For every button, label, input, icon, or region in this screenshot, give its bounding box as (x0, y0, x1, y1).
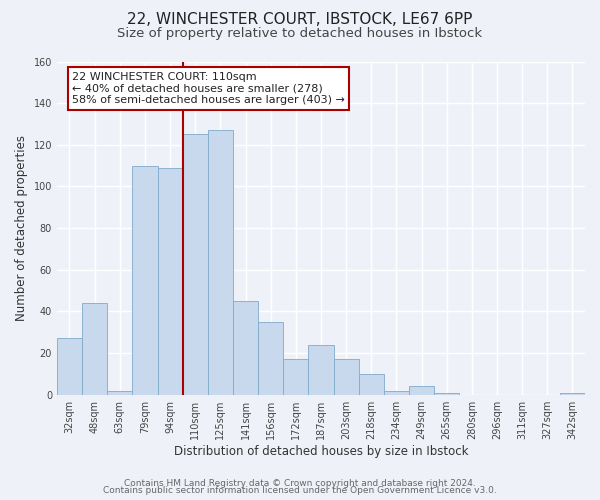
Text: 22 WINCHESTER COURT: 110sqm
← 40% of detached houses are smaller (278)
58% of se: 22 WINCHESTER COURT: 110sqm ← 40% of det… (72, 72, 345, 105)
Bar (384, 390, 409, 394)
Bar (434, 392, 459, 394)
Bar (208, 130, 233, 394)
Bar (334, 360, 359, 394)
Bar (409, 386, 434, 394)
Text: 22, WINCHESTER COURT, IBSTOCK, LE67 6PP: 22, WINCHESTER COURT, IBSTOCK, LE67 6PP (127, 12, 473, 28)
Bar (107, 390, 133, 394)
Bar (133, 166, 158, 394)
Text: Contains HM Land Registry data © Crown copyright and database right 2024.: Contains HM Land Registry data © Crown c… (124, 478, 476, 488)
Bar (283, 360, 308, 394)
Text: Size of property relative to detached houses in Ibstock: Size of property relative to detached ho… (118, 28, 482, 40)
Bar (82, 303, 107, 394)
X-axis label: Distribution of detached houses by size in Ibstock: Distribution of detached houses by size … (174, 444, 468, 458)
Bar (57, 338, 82, 394)
Bar (308, 344, 334, 395)
Bar (258, 322, 283, 394)
Bar (158, 168, 182, 394)
Bar (233, 301, 258, 394)
Y-axis label: Number of detached properties: Number of detached properties (15, 135, 28, 321)
Bar (560, 392, 585, 394)
Bar (359, 374, 384, 394)
Bar (182, 134, 208, 394)
Text: Contains public sector information licensed under the Open Government Licence v3: Contains public sector information licen… (103, 486, 497, 495)
